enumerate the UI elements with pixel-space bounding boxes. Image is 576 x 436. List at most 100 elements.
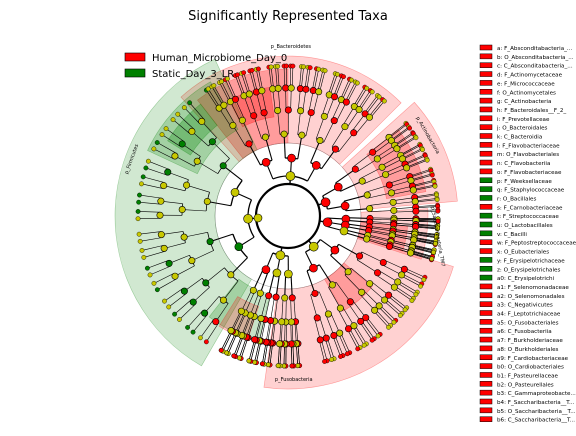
sector-label: p_Bacteroidetes: [271, 44, 312, 50]
tree-node: [358, 289, 364, 295]
key-swatch: [480, 249, 492, 254]
tree-tip-node: [162, 299, 166, 303]
tree-node: [157, 212, 163, 218]
tree-tip-node: [345, 352, 349, 356]
legend-label-green: Static_Day_3_LR: [152, 69, 234, 80]
tree-tip-node: [266, 362, 270, 366]
tree-node: [251, 112, 257, 118]
key-entry: q: F_Staphylococcaceae: [497, 188, 565, 194]
tree-node: [189, 257, 195, 263]
tree-tip-node: [376, 334, 380, 338]
tree-tip-node: [142, 255, 146, 259]
tree-node: [203, 280, 209, 286]
tree-tip-node: [155, 140, 159, 144]
tree-node: [286, 172, 295, 181]
tree-tip-node: [167, 305, 171, 309]
tree-tip-node: [392, 320, 396, 324]
tree-tip-node: [386, 325, 390, 329]
key-entry: a1: F_Selenomonadaceae: [497, 285, 569, 291]
tree-node: [350, 130, 356, 136]
tree-tip-node: [145, 266, 149, 270]
key-swatch: [480, 63, 492, 68]
tree-node: [204, 198, 210, 204]
key-entry: s: F_Carnobacteriaceae: [497, 205, 563, 211]
key-swatch: [480, 231, 492, 236]
key-swatch: [480, 399, 492, 404]
tree-node: [172, 153, 178, 159]
tree-node: [403, 165, 409, 171]
tree-node: [161, 245, 167, 251]
tree-tip-node: [212, 83, 216, 87]
key-swatch: [480, 213, 492, 218]
tree-node: [288, 154, 296, 162]
tree-node: [379, 164, 385, 170]
key-entry: a3: C_Negativicutes: [497, 303, 553, 309]
tree-tip-node: [403, 308, 407, 312]
tree-tip-node: [235, 73, 239, 77]
tree-node: [265, 292, 271, 298]
tree-node: [331, 117, 337, 123]
tree-node: [337, 305, 343, 311]
tree-node: [207, 238, 213, 244]
key-swatch: [480, 116, 492, 121]
tree-node: [288, 85, 294, 91]
tree-node: [246, 91, 252, 97]
tree-tip-node: [219, 348, 223, 352]
key-swatch: [480, 98, 492, 103]
tree-tip-node: [160, 132, 164, 136]
tree-node: [289, 295, 295, 301]
tree-node: [262, 134, 268, 140]
tree-node: [303, 86, 309, 92]
tree-node: [181, 234, 187, 240]
key-swatch: [480, 355, 492, 360]
tree-node: [366, 114, 372, 120]
tree-node: [314, 315, 320, 321]
tree-tip-node: [148, 273, 152, 277]
tree-node: [345, 326, 351, 332]
tree-node: [369, 149, 375, 155]
key-swatch: [480, 72, 492, 77]
tree-tip-node: [335, 72, 339, 76]
tree-node: [312, 161, 320, 169]
tree-node: [331, 332, 337, 338]
tree-edge: [269, 272, 275, 295]
tree-tip-node: [177, 317, 181, 321]
tree-tip-node: [187, 101, 191, 105]
tree-node: [274, 107, 280, 113]
tree-node: [374, 156, 380, 162]
key-swatch: [480, 381, 492, 386]
tree-tip-node: [329, 357, 333, 361]
tree-node: [190, 299, 196, 305]
key-swatch: [480, 293, 492, 298]
tree-node: [199, 118, 205, 124]
legend-swatch-red: [125, 53, 145, 61]
key-swatch: [480, 134, 492, 139]
tree-node: [181, 288, 187, 294]
tree-node: [244, 214, 253, 223]
tree-tip-node: [176, 112, 180, 116]
tree-node: [340, 227, 348, 235]
key-entry: b0: O_Cardiobacteriales: [497, 365, 564, 371]
tree-tip-node: [144, 166, 148, 170]
tree-node: [364, 192, 370, 198]
tree-tip-node: [308, 65, 312, 69]
key-entry: i: F_Prevotellaceae: [497, 117, 550, 123]
tree-tip-node: [137, 232, 141, 236]
key-entry: o: F_Flavobacteriaceae: [497, 170, 562, 176]
tree-tip-node: [171, 117, 175, 121]
tree-tip-node: [269, 65, 273, 69]
tree-tip-node: [164, 126, 168, 130]
tree-node: [323, 218, 332, 227]
tree-node: [257, 290, 263, 296]
key-swatch: [480, 160, 492, 165]
tree-node: [334, 183, 342, 191]
key-entry: a6: C_Fusobacteriia: [497, 329, 552, 335]
tree-tip-node: [341, 74, 345, 78]
key-entry: z: O_Erysipelotrichales: [497, 267, 560, 273]
key-swatch: [480, 169, 492, 174]
tree-node: [407, 250, 413, 256]
tree-node: [331, 246, 339, 254]
tree-node: [347, 299, 353, 305]
key-entry: a2: O_Selenomonadales: [497, 294, 565, 300]
